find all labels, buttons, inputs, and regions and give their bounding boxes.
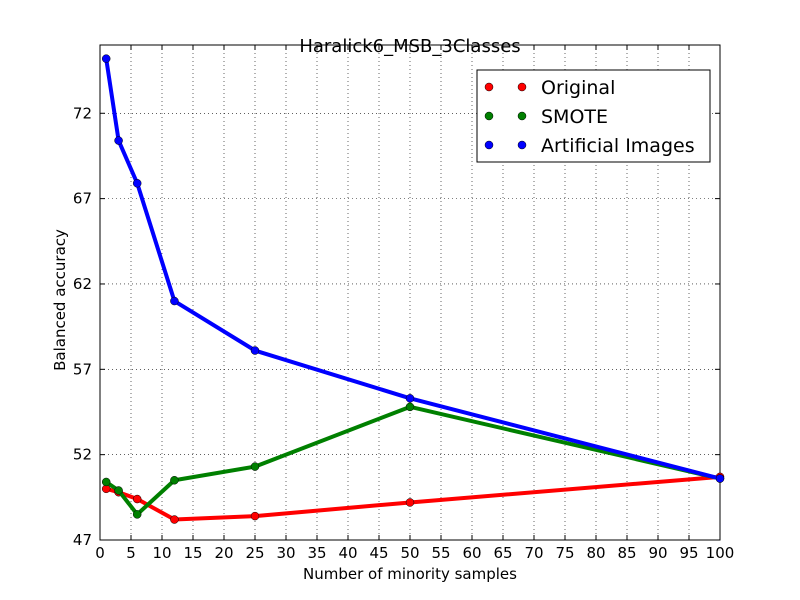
legend-label: Original [541, 77, 615, 99]
y-tick-label: 57 [73, 360, 92, 378]
x-tick-label: 20 [214, 544, 233, 562]
legend-entry: SMOTE [484, 106, 608, 128]
x-tick-label: 0 [95, 544, 105, 562]
x-tick-label: 55 [431, 544, 450, 562]
data-point-original [170, 515, 179, 524]
data-point-artificial-images [405, 394, 415, 403]
data-point-original [250, 511, 260, 521]
data-point-artificial-images [101, 54, 111, 63]
x-tick-label: 35 [307, 544, 326, 562]
grid [100, 45, 720, 540]
series-artificial-images [101, 54, 725, 483]
legend: Original SMOTE Artificial Images [476, 69, 711, 163]
x-tick-label: 10 [152, 544, 171, 562]
x-tick-label: 75 [555, 544, 574, 562]
data-point-artificial-images [250, 346, 260, 355]
data-point-artificial-images [170, 296, 179, 306]
x-tick-label: 65 [493, 544, 512, 562]
x-tick-label: 60 [462, 544, 481, 562]
y-tick-label: 67 [73, 190, 92, 208]
legend-marker [484, 140, 494, 150]
series-line-original [105, 474, 721, 522]
x-tick-label: 85 [617, 544, 636, 562]
data-point-artificial-images [715, 474, 725, 483]
x-tick-label: 100 [706, 544, 735, 562]
legend-marker [484, 82, 494, 92]
x-tick-label: 40 [338, 544, 357, 562]
series-layer [101, 54, 725, 524]
legend-entry: Original [484, 77, 615, 99]
legend-label: SMOTE [541, 106, 608, 128]
legend-entry: Artificial Images [484, 135, 695, 157]
legend-label: Artificial Images [541, 135, 695, 157]
x-axis-label: Number of minority samples [303, 565, 517, 583]
x-tick-label: 90 [648, 544, 667, 562]
data-point-artificial-images [132, 179, 142, 188]
x-tick-label: 5 [126, 544, 136, 562]
data-point-artificial-images [114, 136, 123, 145]
legend-marker [517, 140, 527, 150]
y-tick-label: 62 [73, 275, 92, 293]
legend-marker [517, 82, 527, 92]
legend-marker [517, 111, 527, 121]
data-point-smote [250, 462, 260, 471]
x-tick-label: 30 [276, 544, 295, 562]
data-point-smote [101, 477, 111, 487]
x-tick-label: 50 [400, 544, 419, 562]
x-tick-label: 15 [183, 544, 202, 562]
y-axis-label: Balanced accuracy [51, 229, 69, 371]
data-point-original [405, 498, 415, 507]
data-point-smote [170, 476, 179, 485]
x-tick-label: 80 [586, 544, 605, 562]
x-tick-label: 70 [524, 544, 543, 562]
x-tick-label: 25 [245, 544, 264, 562]
y-tick-label: 72 [73, 104, 92, 122]
axis-ticks: 0 5 10 15 20 25 30 35 40 45 50 55 60 65 70 75 80 85 90 95 10… [73, 45, 734, 562]
y-tick-label: 47 [73, 531, 92, 549]
data-point-smote [132, 510, 142, 519]
x-tick-label: 95 [679, 544, 698, 562]
data-point-original [132, 494, 142, 504]
y-tick-label: 52 [73, 446, 92, 464]
legend-marker [484, 111, 494, 121]
series-original [101, 472, 725, 524]
legend-box [476, 69, 711, 163]
x-tick-label: 45 [369, 544, 388, 562]
series-line-smote [105, 404, 721, 517]
data-point-smote [114, 486, 123, 495]
data-point-smote [405, 402, 415, 412]
